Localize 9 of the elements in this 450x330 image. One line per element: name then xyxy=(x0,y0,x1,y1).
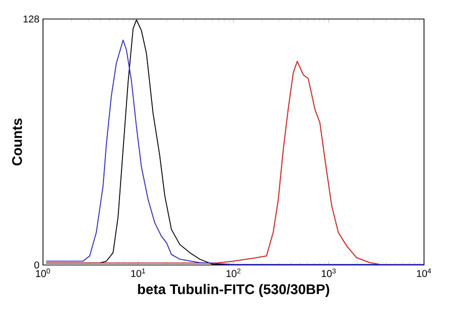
x-tick-label: 10$^{3}$ xyxy=(322,268,336,278)
y-tick-label: 128 xyxy=(24,15,40,23)
x-tick-label: 10$^{4}$ xyxy=(417,268,432,278)
x-axis-title: beta Tubulin-FITC (530/30BP) xyxy=(138,284,330,297)
y-tick-label: 0 xyxy=(34,261,40,269)
y-axis-title: Counts xyxy=(12,118,22,166)
x-tick-label: 10$^{1}$ xyxy=(131,268,146,278)
x-tick-label: 10$^{2}$ xyxy=(226,268,240,278)
x-tick-label: 10$^{0}$ xyxy=(36,268,50,278)
